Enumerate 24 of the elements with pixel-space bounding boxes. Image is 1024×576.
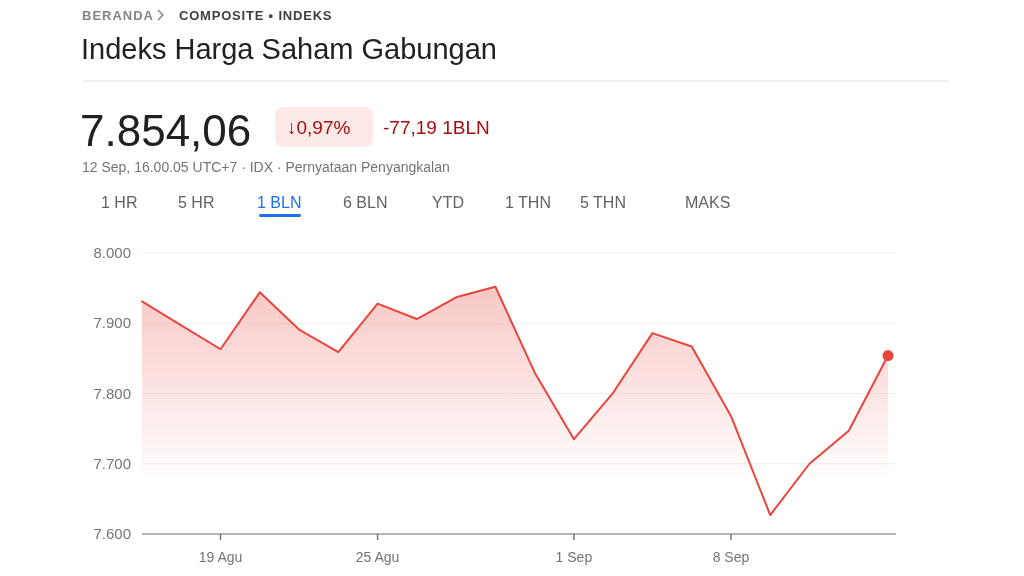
x-tick-label: 25 Agu xyxy=(355,549,400,565)
text: -77,19 1BLN xyxy=(383,117,490,138)
text: 5 HR xyxy=(178,194,215,211)
text: ↓0,97% xyxy=(287,117,351,138)
text: 5 THN xyxy=(580,194,626,211)
text: 6 BLN xyxy=(343,194,388,211)
text: 1 HR xyxy=(101,194,138,211)
text: MAKS xyxy=(685,194,731,211)
text: 1 BLN xyxy=(257,194,302,211)
x-tick-label: 1 Sep xyxy=(555,549,593,565)
y-tick-label: 8.000 xyxy=(93,244,131,261)
y-tick-label: 7.600 xyxy=(93,525,131,542)
text: 7.854,06 xyxy=(80,106,252,155)
x-tick-label: 19 Agu xyxy=(198,549,243,565)
text: COMPOSITE • INDEKS xyxy=(179,8,333,23)
y-tick-label: 7.700 xyxy=(93,454,131,472)
text: 12 Sep, 16.00.05 UTC+7 · IDX · Pernyataan Penyangkalan xyxy=(82,159,450,175)
y-tick-label: 7.900 xyxy=(93,314,131,332)
text: 1 THN xyxy=(505,194,551,211)
y-tick-label: 7.800 xyxy=(93,384,131,402)
text: YTD xyxy=(432,194,464,211)
text: BERANDA xyxy=(82,8,154,23)
chart-title: Indeks Harga Saham Gabungan xyxy=(81,33,497,65)
x-tick-label: 8 Sep xyxy=(712,549,750,565)
